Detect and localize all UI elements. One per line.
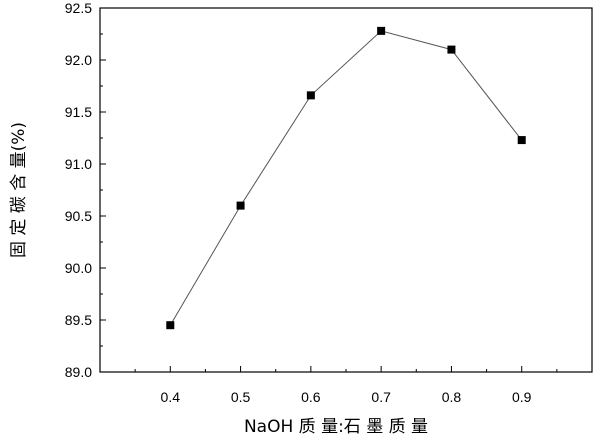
- data-point: [447, 45, 456, 54]
- data-point: [306, 91, 315, 100]
- x-tick-label: 0.7: [371, 389, 391, 405]
- y-axis-title: 固 定 碳 含 量(%): [9, 122, 29, 258]
- x-axis-title: NaOH 质 量:石 墨 质 量: [244, 417, 428, 437]
- x-tick-label: 0.5: [231, 389, 251, 405]
- data-point: [377, 26, 386, 35]
- y-tick-label: 92.5: [65, 0, 92, 16]
- y-axis-ticks: 89.0 89.5 90.0 90.5 91.0 91.5 92.0 92.5: [65, 0, 106, 380]
- plot-frame: [99, 7, 593, 373]
- x-tick-label: 0.8: [442, 389, 462, 405]
- x-tick-label: 0.4: [161, 389, 181, 405]
- y-tick-label: 92.0: [65, 52, 92, 68]
- series-line: [169, 30, 523, 326]
- x-tick-label: 0.9: [512, 389, 532, 405]
- x-axis-ticks: 0.4 0.5 0.6 0.7 0.8 0.9: [134, 366, 558, 405]
- data-point: [236, 201, 245, 210]
- y-tick-label: 89.5: [65, 312, 92, 328]
- plot-area: [99, 7, 593, 373]
- y-tick-label: 91.5: [65, 104, 92, 120]
- y-tick-label: 90.0: [65, 260, 92, 276]
- y-tick-label: 89.0: [65, 364, 92, 380]
- y-tick-label: 90.5: [65, 208, 92, 224]
- y-tick-label: 91.0: [65, 156, 92, 172]
- data-point: [517, 136, 526, 145]
- x-tick-label: 0.6: [301, 389, 321, 405]
- data-point: [166, 321, 175, 330]
